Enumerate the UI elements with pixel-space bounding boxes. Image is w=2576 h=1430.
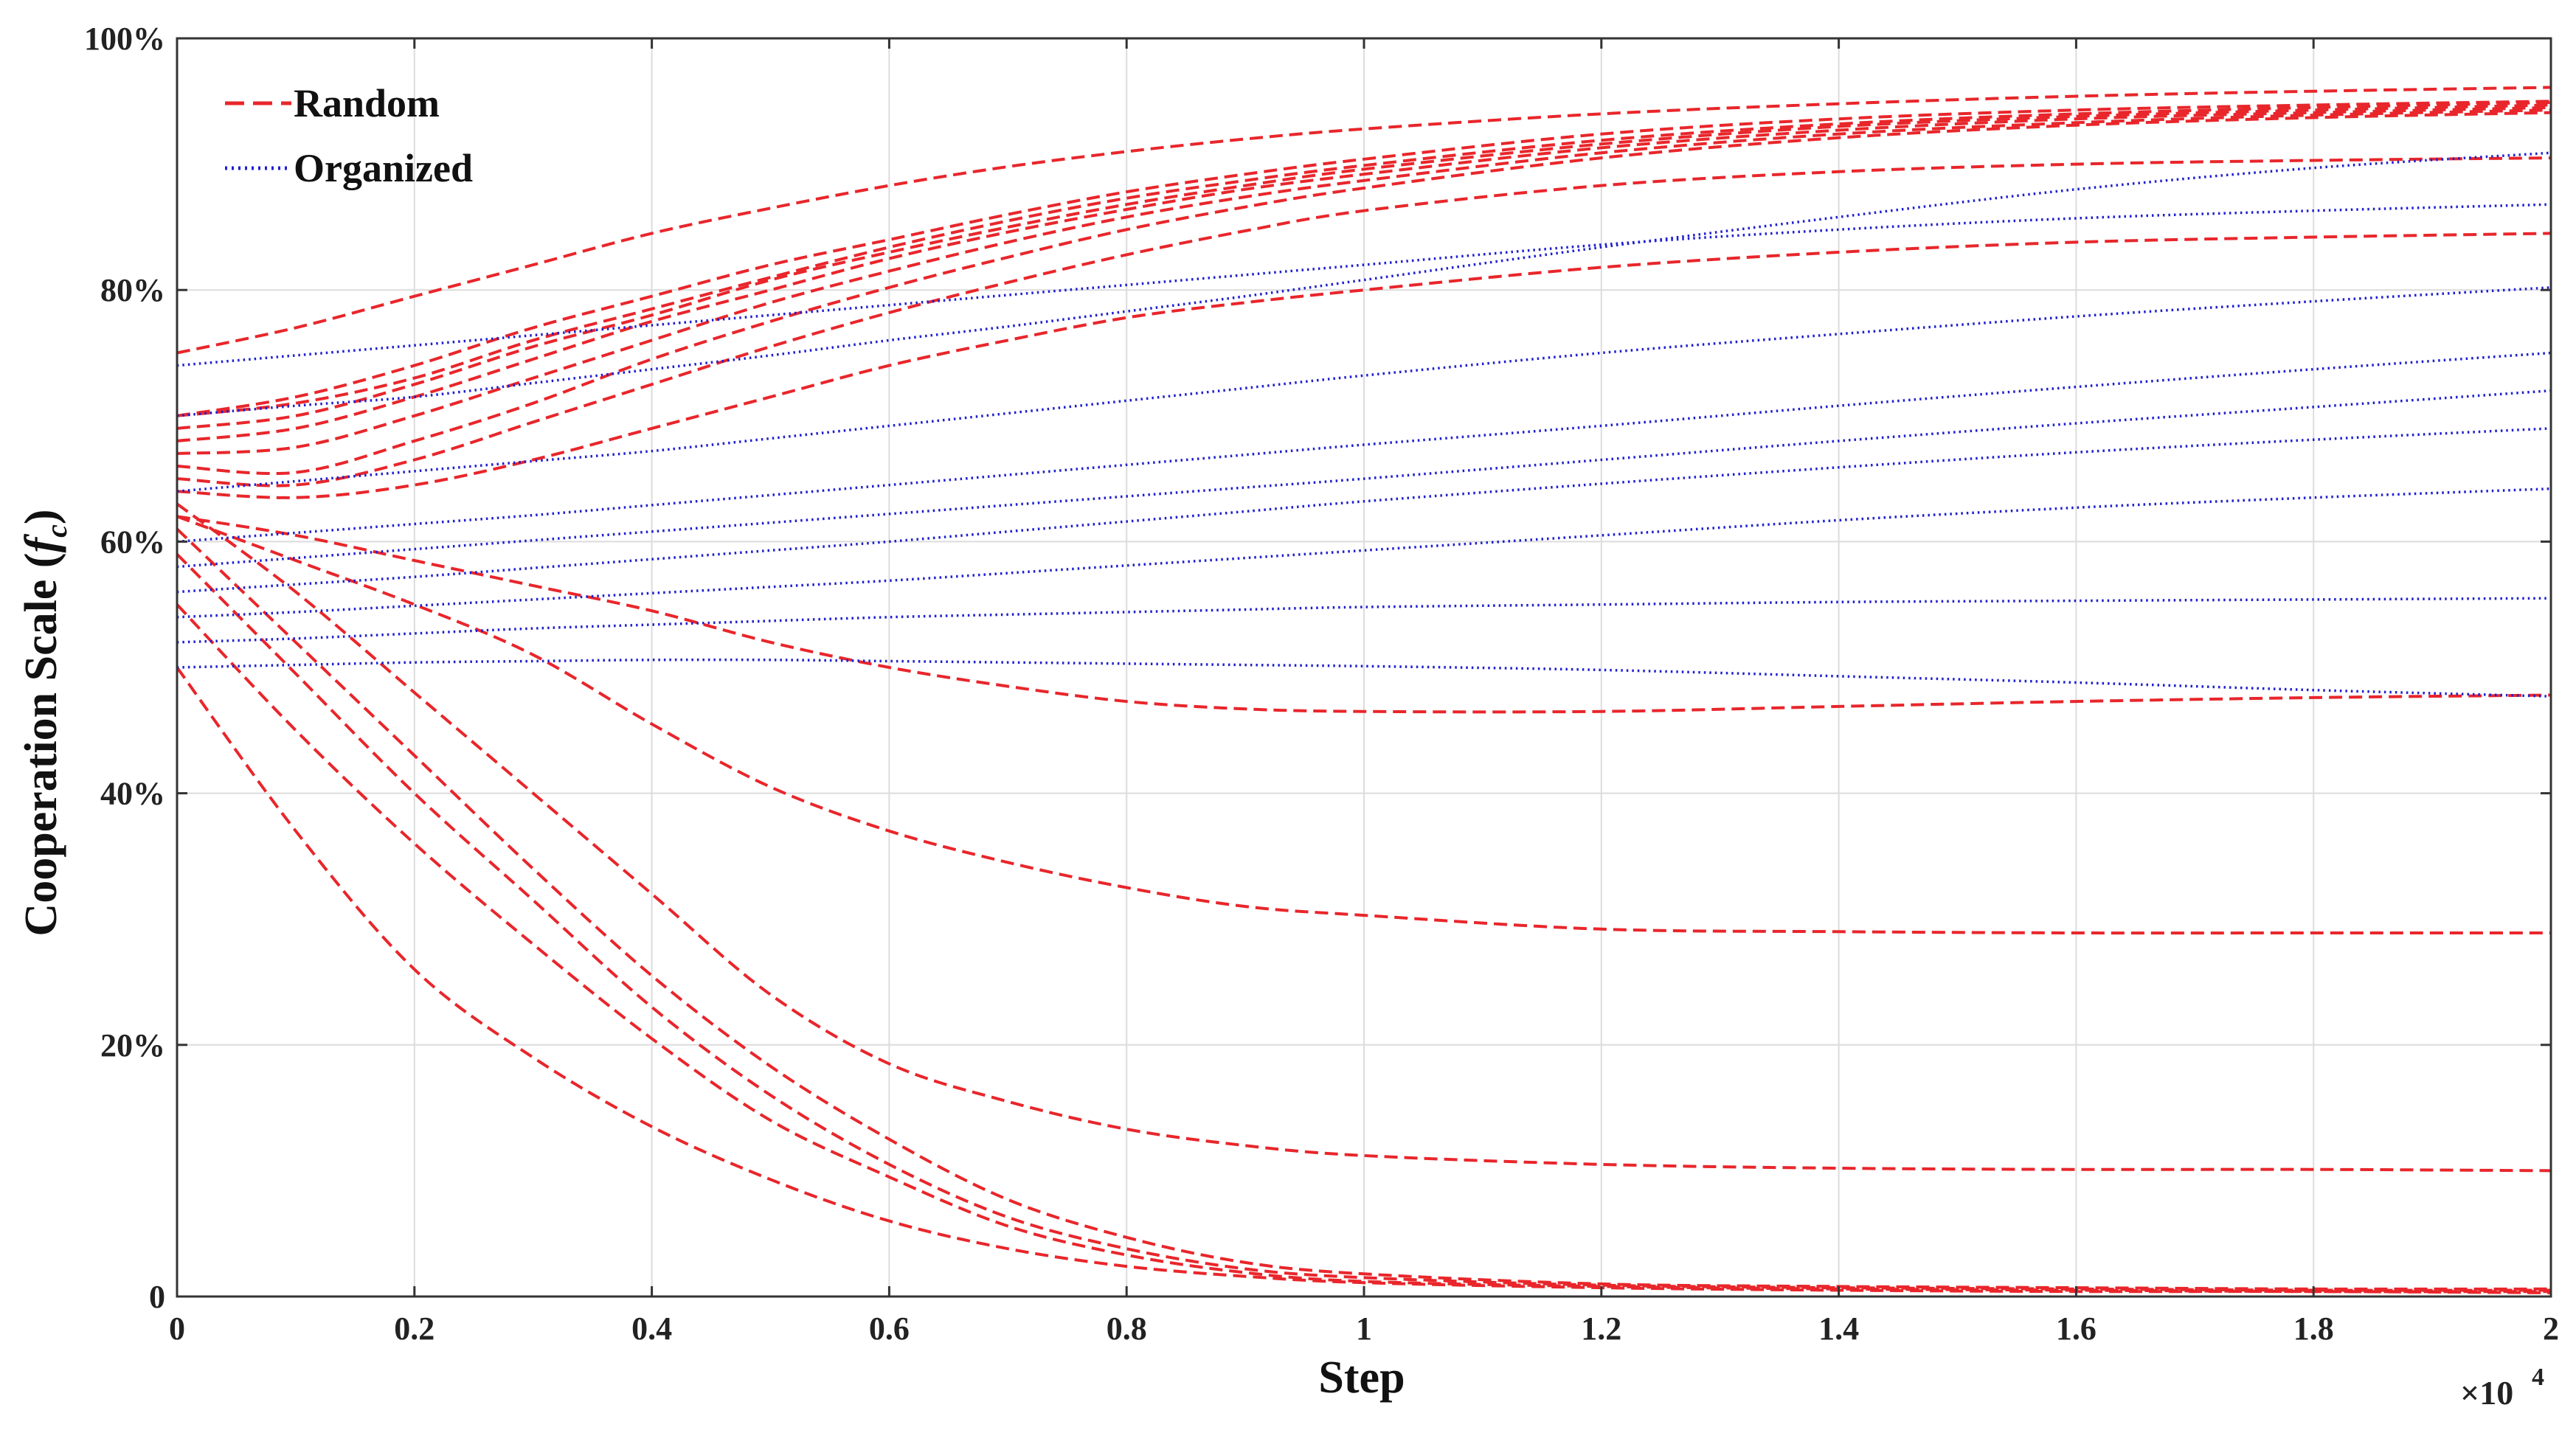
y-tick-label: 0 — [149, 1279, 165, 1315]
random-series-line-4 — [176, 105, 2552, 442]
organized-series-line-23 — [176, 597, 2552, 644]
random-series-line-7 — [176, 156, 2552, 487]
x-tick-label: 1.8 — [2293, 1311, 2334, 1347]
x-tick-label: 1.4 — [1818, 1311, 1859, 1347]
y-tick-label: 80% — [100, 272, 165, 308]
x-tick-label: 0.6 — [869, 1311, 910, 1347]
random-series-line-2 — [176, 101, 2552, 417]
y-axis-title-sub: c — [40, 524, 73, 538]
y-tick-label: 100% — [84, 21, 165, 57]
random-series-line-9 — [176, 515, 2552, 714]
organized-series-line-22 — [176, 487, 2552, 619]
y-axis-title-main: Cooperation Scale ( — [16, 553, 66, 937]
y-axis-title-close: ) — [16, 509, 66, 524]
x-tick-labels: 0 0.2 0.4 0.6 0.8 1 1.2 1.4 1.6 1.8 2 — [169, 1311, 2559, 1347]
legend-label-organized: Organized — [294, 146, 473, 190]
x-exponent: ×10 4 — [2460, 1364, 2544, 1412]
random-series-line-15 — [176, 666, 2552, 1294]
x-tick-label: 0.8 — [1107, 1311, 1147, 1347]
random-series-line-6 — [176, 111, 2552, 476]
x-tick-label: 0.2 — [394, 1311, 434, 1347]
y-tick-labels: 0 20% 40% 60% 80% 100% — [84, 21, 165, 1315]
random-series-line-12 — [176, 527, 2552, 1291]
organized-series-line-18 — [176, 286, 2552, 493]
x-tick-label: 0 — [169, 1311, 185, 1347]
x-exponent-base: ×10 — [2460, 1374, 2513, 1412]
legend: Random Organized — [225, 81, 473, 190]
tick-marks — [176, 37, 2552, 1298]
y-axis-title: Cooperation Scale (fc) — [16, 509, 73, 936]
random-series-line-3 — [176, 103, 2552, 430]
legend-label-random: Random — [294, 81, 440, 125]
random-series-line-13 — [176, 553, 2552, 1292]
x-tick-label: 1 — [1356, 1311, 1372, 1347]
grid-lines — [176, 38, 2552, 1297]
random-series-line-0 — [176, 86, 2552, 355]
y-tick-label: 60% — [100, 524, 165, 560]
x-tick-label: 2 — [2543, 1311, 2559, 1347]
y-tick-label: 40% — [100, 776, 165, 812]
random-series-line-10 — [176, 515, 2551, 935]
random-series-line-1 — [176, 100, 2552, 417]
organized-series-line-16 — [176, 151, 2552, 417]
organized-series-line-24 — [176, 658, 2552, 698]
x-tick-label: 1.6 — [2056, 1311, 2097, 1347]
y-tick-label: 20% — [100, 1027, 165, 1063]
x-exponent-power: 4 — [2532, 1364, 2544, 1391]
x-axis-title: Step — [1318, 1353, 1405, 1403]
x-tick-label: 1.2 — [1581, 1311, 1621, 1347]
random-series-line-8 — [176, 232, 2552, 499]
x-tick-label: 0.4 — [631, 1311, 672, 1347]
series-lines — [176, 86, 2552, 1294]
